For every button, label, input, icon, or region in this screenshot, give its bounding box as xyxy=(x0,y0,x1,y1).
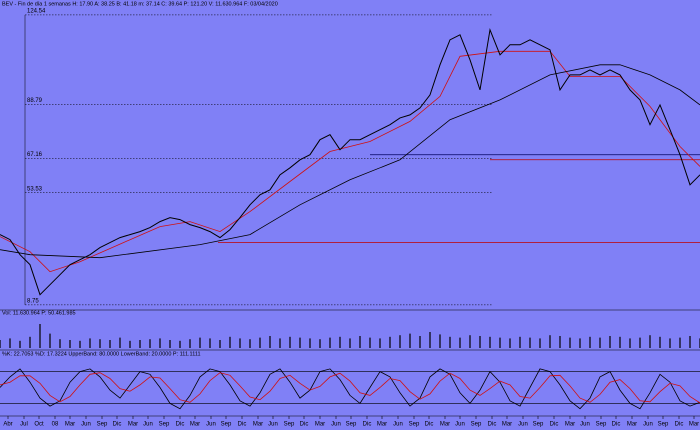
header: BEV - Fin de día 1 semanas H: 17.90 A: 3… xyxy=(2,1,278,7)
x-tick-label: Jun xyxy=(393,422,403,428)
x-tick-label: Sep xyxy=(658,422,669,428)
x-tick-label: Jun xyxy=(206,422,216,428)
x-tick-label: Mar xyxy=(502,422,512,428)
x-tick-label: Dic xyxy=(425,422,434,428)
x-tick-label: Sep xyxy=(97,422,108,428)
level-label: 88.79 xyxy=(27,98,43,104)
x-tick-label: Dic xyxy=(612,422,621,428)
moving-average xyxy=(0,50,700,273)
x-tick-label: Dic xyxy=(550,422,559,428)
oscillator-label: %K: 22.7053 %D: 17.3224 UpperBand: 80.00… xyxy=(2,351,201,357)
x-tick-label: Sep xyxy=(533,422,544,428)
x-tick-label: Oct xyxy=(34,422,44,428)
x-tick-label: Sep xyxy=(346,422,357,428)
oscillator-line xyxy=(0,372,700,404)
x-tick-label: Jul xyxy=(20,422,28,428)
x-tick-label: Dic xyxy=(300,422,309,428)
volume-label: Vol: 11.630.964 P: 50.461.985 xyxy=(2,310,76,316)
x-tick-label: Mar xyxy=(440,422,450,428)
x-tick-label: Jun xyxy=(331,422,341,428)
x-tick-label: Mar xyxy=(190,422,200,428)
x-tick-label: Sep xyxy=(596,422,607,428)
x-tick-label: Dic xyxy=(238,422,247,428)
x-tick-label: Jun xyxy=(455,422,465,428)
x-tick-label: Mar xyxy=(65,422,75,428)
x-tick-label: 08 xyxy=(52,422,59,428)
level-label: 8.75 xyxy=(27,298,39,304)
x-tick-label: Dic xyxy=(176,422,185,428)
x-tick-label: Jun xyxy=(143,422,153,428)
x-tick-label: Dic xyxy=(488,422,497,428)
level-label: 67.16 xyxy=(27,152,43,158)
x-tick-label: Dic xyxy=(363,422,372,428)
x-tick-label: Mar xyxy=(377,422,387,428)
x-tick-label: Dic xyxy=(675,422,684,428)
x-tick-label: Dic xyxy=(113,422,122,428)
x-tick-label: Abr xyxy=(3,422,12,428)
x-tick-label: Jun xyxy=(268,422,278,428)
x-tick-label: Jun xyxy=(580,422,590,428)
x-tick-label: Sep xyxy=(159,422,170,428)
oscillator-line xyxy=(0,368,700,410)
x-tick-label: Mar xyxy=(689,422,699,428)
x-tick-label: Sep xyxy=(284,422,295,428)
x-tick-label: Mar xyxy=(627,422,637,428)
x-tick-label: Mar xyxy=(315,422,325,428)
x-tick-label: Jun xyxy=(518,422,528,428)
level-label: 53.53 xyxy=(27,186,43,192)
x-tick-label: Sep xyxy=(221,422,232,428)
x-tick-label: Sep xyxy=(471,422,482,428)
moving-average xyxy=(0,64,700,259)
x-tick-label: Sep xyxy=(409,422,420,428)
x-tick-label: Mar xyxy=(565,422,575,428)
price-line xyxy=(0,27,700,296)
x-tick-label: Jun xyxy=(81,422,91,428)
x-tick-label: Mar xyxy=(253,422,263,428)
x-tick-label: Jun xyxy=(643,422,653,428)
x-tick-label: Mar xyxy=(128,422,138,428)
level-label: 124.54 xyxy=(27,8,46,14)
